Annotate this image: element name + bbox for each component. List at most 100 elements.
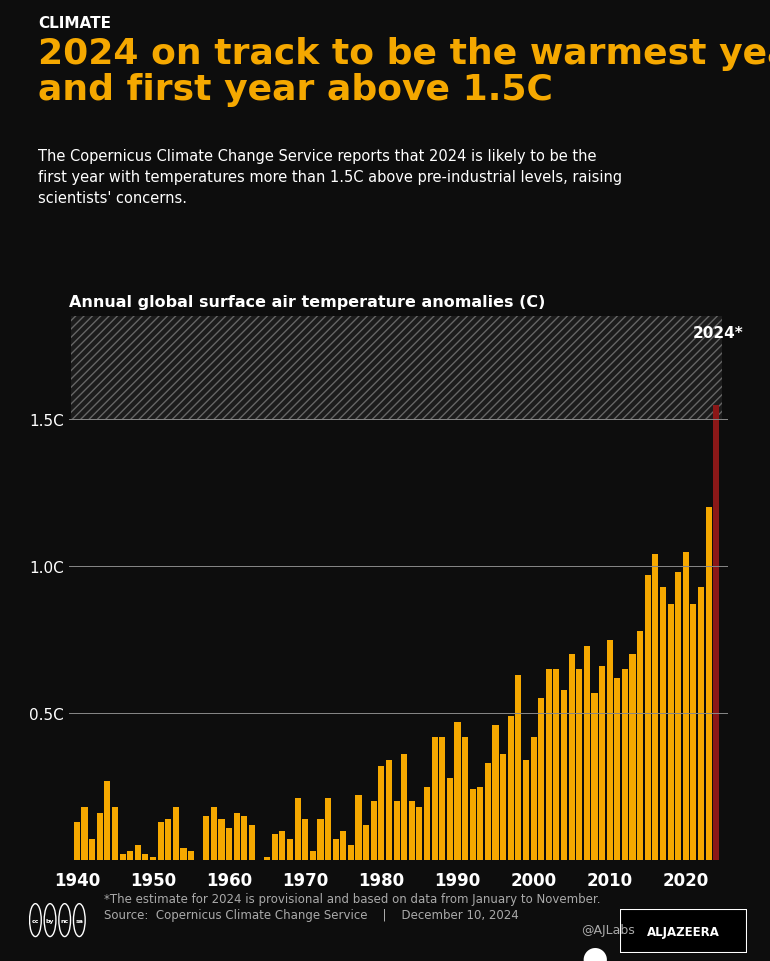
Bar <box>591 693 598 860</box>
Bar <box>89 840 95 860</box>
Bar <box>158 822 164 860</box>
Bar <box>287 840 293 860</box>
Bar <box>348 846 354 860</box>
Bar <box>431 737 437 860</box>
Text: ALJAZEERA: ALJAZEERA <box>647 924 720 938</box>
Bar <box>584 646 590 860</box>
Text: sa: sa <box>75 918 83 923</box>
Bar <box>340 830 346 860</box>
Bar <box>386 760 392 860</box>
Bar <box>172 807 179 860</box>
Bar <box>424 787 430 860</box>
Text: *The estimate for 2024 is provisional and based on data from January to November: *The estimate for 2024 is provisional an… <box>104 892 601 905</box>
Bar <box>226 827 233 860</box>
Bar <box>256 860 263 875</box>
Bar <box>614 678 621 860</box>
Text: by: by <box>45 918 55 923</box>
Bar <box>119 854 126 860</box>
Bar <box>302 819 308 860</box>
Bar <box>546 669 552 860</box>
Bar <box>234 813 239 860</box>
Bar <box>683 552 689 860</box>
Bar <box>401 754 407 860</box>
Bar <box>417 807 423 860</box>
Bar <box>507 716 514 860</box>
Bar <box>515 676 521 860</box>
Bar <box>295 799 300 860</box>
Bar <box>462 737 468 860</box>
Bar <box>470 790 476 860</box>
Bar <box>166 819 171 860</box>
Bar <box>211 807 217 860</box>
Bar <box>531 737 537 860</box>
Bar <box>447 777 453 860</box>
Text: ●: ● <box>581 944 608 961</box>
Bar <box>310 851 316 860</box>
Bar <box>97 813 102 860</box>
Bar <box>652 554 658 860</box>
Text: cc: cc <box>32 918 39 923</box>
Bar <box>180 849 186 860</box>
Bar <box>561 690 567 860</box>
Bar <box>538 699 544 860</box>
Bar <box>135 846 141 860</box>
Bar <box>82 807 88 860</box>
Text: 2024 on track to be the warmest year
and first year above 1.5C: 2024 on track to be the warmest year and… <box>38 37 770 107</box>
Bar <box>317 819 323 860</box>
Bar <box>622 669 628 860</box>
Bar <box>104 781 110 860</box>
Bar <box>203 816 209 860</box>
Text: Annual global surface air temperature anomalies (C): Annual global surface air temperature an… <box>69 294 546 309</box>
Bar <box>493 726 498 860</box>
Text: The Copernicus Climate Change Service reports that 2024 is likely to be the
firs: The Copernicus Climate Change Service re… <box>38 149 623 206</box>
Bar <box>74 822 80 860</box>
Bar <box>523 760 529 860</box>
Bar <box>675 573 681 860</box>
Bar <box>691 604 696 860</box>
Bar <box>393 801 400 860</box>
Bar <box>568 654 574 860</box>
Bar <box>333 840 339 860</box>
Bar <box>356 796 362 860</box>
Bar <box>668 604 674 860</box>
FancyBboxPatch shape <box>620 909 747 953</box>
Bar <box>71 317 722 420</box>
Bar <box>378 766 384 860</box>
Text: @AJLabs: @AJLabs <box>581 923 635 936</box>
Text: nc: nc <box>61 918 69 923</box>
Bar <box>554 669 560 860</box>
Bar <box>71 317 722 420</box>
Bar <box>439 737 445 860</box>
Bar <box>454 722 460 860</box>
Bar <box>249 825 255 860</box>
Bar <box>363 825 369 860</box>
Text: 2024*: 2024* <box>693 325 744 340</box>
Bar <box>196 860 202 863</box>
Bar <box>272 834 278 860</box>
Bar <box>127 851 133 860</box>
Bar <box>599 666 605 860</box>
Text: Source:  Copernicus Climate Change Service    |    December 10, 2024: Source: Copernicus Climate Change Servic… <box>104 908 519 922</box>
Bar <box>660 587 666 860</box>
Bar <box>142 854 149 860</box>
Bar <box>576 669 582 860</box>
Bar <box>644 576 651 860</box>
Bar <box>637 631 643 860</box>
Bar <box>485 763 491 860</box>
Bar <box>409 801 415 860</box>
Bar <box>188 851 194 860</box>
Bar <box>112 807 118 860</box>
Bar <box>325 799 331 860</box>
Text: CLIMATE: CLIMATE <box>38 16 112 32</box>
Bar <box>500 754 506 860</box>
Bar <box>607 640 613 860</box>
Bar <box>241 816 247 860</box>
Bar <box>698 587 704 860</box>
Bar <box>280 830 286 860</box>
Bar <box>477 787 484 860</box>
Bar <box>713 406 719 860</box>
Bar <box>370 801 377 860</box>
Bar <box>629 654 635 860</box>
Bar <box>219 819 225 860</box>
Bar <box>705 508 711 860</box>
